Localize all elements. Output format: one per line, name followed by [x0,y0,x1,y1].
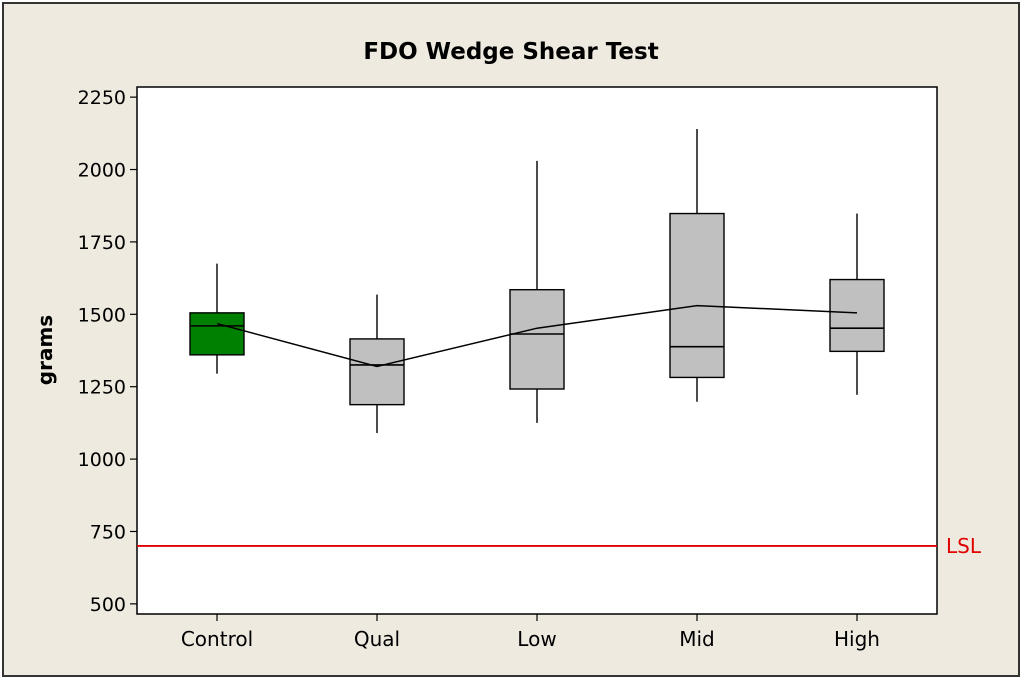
y-axis: 500 750 1000 1250 1500 1750 2000 2250 [78,87,137,616]
y-tick-label: 2000 [78,160,126,182]
iqr-box [189,312,245,356]
boxplot-low [509,160,565,423]
y-tick-label: 2250 [78,87,126,109]
boxplot-mid [669,128,725,402]
y-tick-label: 1000 [78,449,126,471]
lsl-reference-label: LSL [946,534,982,558]
boxplot-qual [349,294,405,434]
y-tick-label: 750 [90,521,126,543]
x-tick-label: Qual [354,627,400,651]
x-tick-label: Mid [679,627,715,651]
y-tick-label: 1250 [78,377,126,399]
boxplot-control [189,263,245,374]
chart-title: FDO Wedge Shear Test [363,39,658,65]
reference-lines: LSL [137,534,982,558]
mean-connect-line-group [216,304,858,368]
iqr-box [509,288,565,390]
x-tick-label: Low [517,627,556,651]
y-tick-label: 500 [90,594,126,616]
y-axis-label: grams [33,315,57,385]
y-tick-label: 1750 [78,232,126,254]
x-tick-label: Control [181,627,253,651]
boxplots [189,128,885,434]
iqr-box [829,278,885,353]
iqr-box [669,212,725,379]
x-axis: Control Qual Low Mid High [181,614,880,651]
x-tick-label: High [834,627,880,651]
mean-connect-line [216,304,858,368]
boxplot-high [829,213,885,395]
iqr-box [349,338,405,406]
y-tick-label: 1500 [78,304,126,326]
